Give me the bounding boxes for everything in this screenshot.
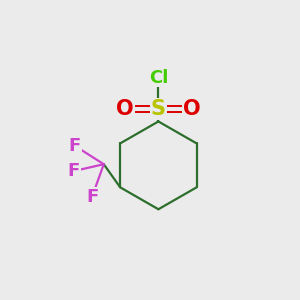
Text: Cl: Cl [149, 69, 168, 87]
Text: F: F [68, 162, 80, 180]
Text: S: S [151, 99, 166, 119]
Text: O: O [183, 99, 201, 119]
Text: F: F [69, 137, 81, 155]
Text: F: F [86, 188, 98, 206]
Text: O: O [116, 99, 134, 119]
